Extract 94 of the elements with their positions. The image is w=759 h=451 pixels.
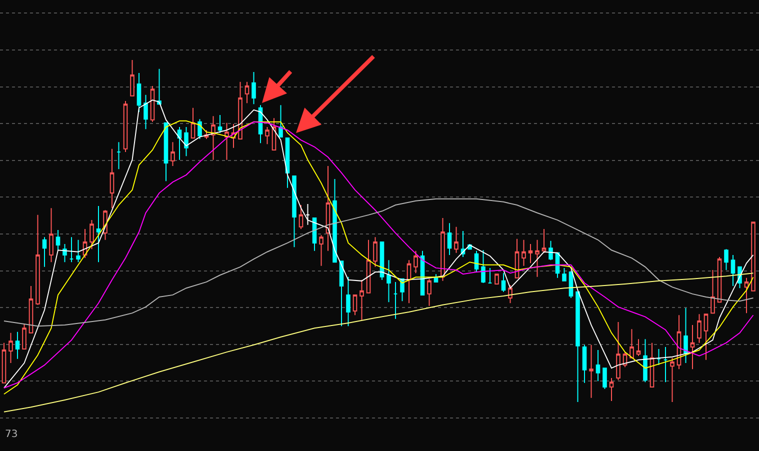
candlestick bbox=[157, 68, 162, 105]
candlestick bbox=[630, 328, 634, 358]
candlestick bbox=[663, 346, 668, 383]
candlestick bbox=[636, 338, 641, 356]
candlestick bbox=[76, 239, 80, 263]
candlestick bbox=[386, 260, 391, 303]
candlestick bbox=[360, 279, 364, 320]
candlestick bbox=[501, 272, 506, 292]
candlestick bbox=[224, 122, 229, 160]
candlestick bbox=[440, 218, 445, 282]
candlestick bbox=[69, 236, 74, 263]
candlestick bbox=[434, 274, 438, 282]
candlestick bbox=[150, 85, 155, 122]
candlestick bbox=[548, 240, 553, 261]
candlestick bbox=[319, 234, 324, 266]
candlestick bbox=[285, 137, 290, 188]
candlestick bbox=[170, 142, 175, 167]
candlestick bbox=[49, 208, 54, 263]
candlestick bbox=[676, 314, 682, 370]
candlestick bbox=[704, 314, 708, 360]
candlestick bbox=[427, 278, 432, 306]
candlestick bbox=[292, 175, 296, 248]
candlestick bbox=[123, 100, 128, 152]
candlestick bbox=[177, 126, 182, 160]
candlestick bbox=[454, 226, 458, 254]
candlestick bbox=[670, 357, 674, 402]
candlestick bbox=[326, 166, 330, 252]
candlestick bbox=[136, 72, 142, 112]
candlestick bbox=[690, 324, 695, 370]
candlestick bbox=[751, 222, 756, 292]
candlestick bbox=[366, 239, 371, 294]
candlestick bbox=[582, 344, 587, 384]
candlestick bbox=[218, 114, 222, 134]
candlestick bbox=[306, 203, 310, 226]
candlestick bbox=[609, 378, 614, 402]
candlestick bbox=[96, 206, 101, 263]
candlestick bbox=[339, 260, 344, 327]
candlestick bbox=[190, 107, 196, 138]
candlestick bbox=[346, 276, 350, 327]
candlestick bbox=[542, 228, 546, 254]
candlestick bbox=[488, 267, 492, 284]
candlestick bbox=[15, 331, 20, 360]
candlestick bbox=[730, 254, 736, 287]
candlestick bbox=[211, 116, 216, 160]
candlestick bbox=[528, 244, 533, 264]
candlestick bbox=[406, 260, 412, 304]
candlestick bbox=[164, 122, 168, 182]
candlestick bbox=[110, 148, 114, 209]
text: 73 bbox=[5, 429, 18, 440]
candlestick bbox=[184, 126, 188, 157]
candlestick bbox=[710, 269, 715, 314]
candlestick bbox=[36, 214, 40, 306]
candlestick bbox=[724, 248, 728, 270]
candlestick bbox=[22, 324, 26, 350]
candlestick bbox=[8, 332, 13, 364]
candlestick bbox=[116, 142, 121, 170]
candlestick bbox=[744, 277, 749, 314]
candlestick bbox=[656, 348, 661, 366]
candlestick bbox=[298, 204, 304, 230]
candlestick bbox=[278, 104, 283, 138]
candlestick bbox=[393, 281, 398, 320]
candlestick bbox=[332, 178, 337, 263]
candlestick bbox=[514, 238, 520, 278]
candlestick bbox=[535, 239, 540, 278]
candlestick bbox=[62, 244, 67, 263]
candlestick bbox=[447, 222, 452, 256]
candlestick bbox=[130, 60, 134, 96]
candlestick bbox=[650, 342, 654, 388]
candlestick bbox=[373, 236, 378, 268]
candlestick bbox=[90, 220, 94, 250]
candlestick bbox=[602, 368, 607, 390]
candlestick bbox=[481, 250, 486, 284]
candlestick bbox=[144, 94, 148, 130]
candlestick bbox=[198, 118, 202, 140]
candlestick bbox=[352, 294, 358, 316]
candlestick bbox=[265, 126, 270, 145]
candlestick bbox=[28, 286, 34, 334]
candlestick bbox=[508, 284, 512, 304]
candlestick bbox=[697, 314, 702, 344]
candlestick bbox=[244, 81, 250, 104]
candlestick bbox=[589, 344, 594, 398]
candlestick bbox=[56, 229, 60, 251]
candlestick bbox=[522, 239, 526, 266]
candlestick bbox=[252, 71, 256, 105]
candlestick bbox=[238, 81, 242, 140]
candlestick bbox=[42, 236, 47, 268]
candlestick bbox=[576, 291, 580, 402]
candlestick bbox=[616, 321, 620, 381]
candlestick bbox=[414, 250, 418, 274]
candlestick bbox=[684, 307, 688, 364]
candlestick bbox=[494, 274, 499, 285]
candlestick bbox=[562, 267, 566, 282]
candlestick bbox=[643, 338, 648, 383]
candlestick bbox=[596, 350, 600, 382]
